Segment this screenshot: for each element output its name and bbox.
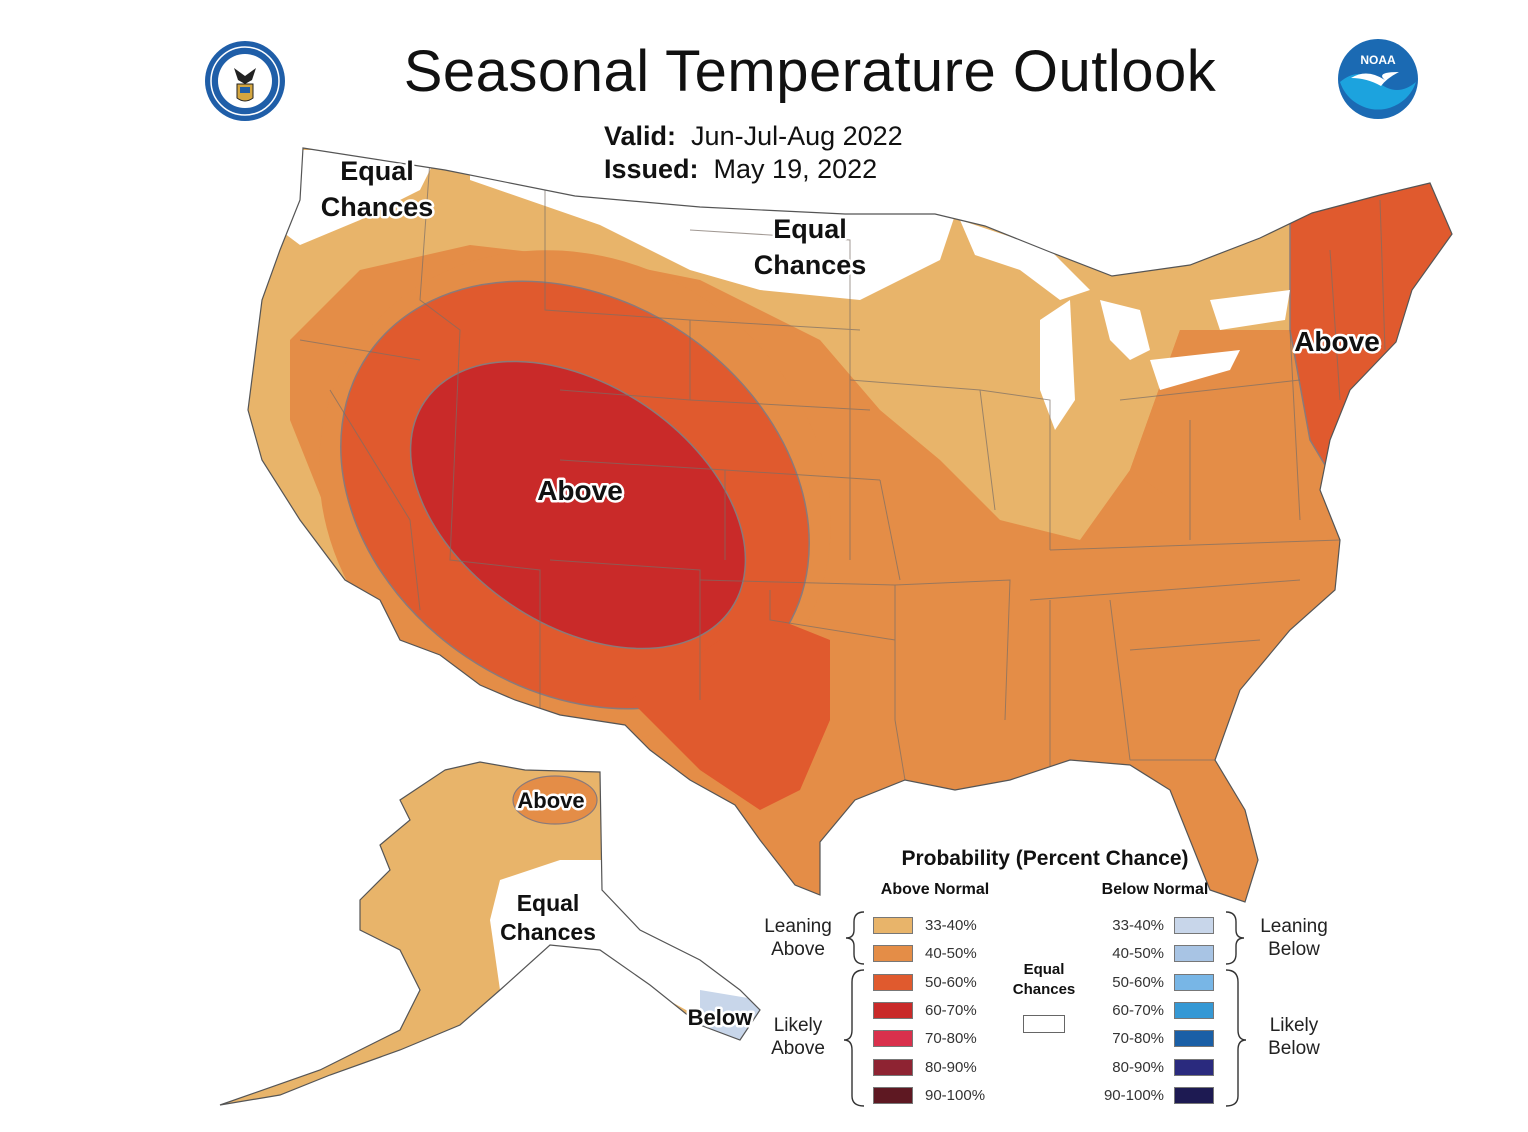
legend-title: Probability (Percent Chance) — [901, 847, 1189, 870]
label-north-equal-line1: Equal — [773, 214, 847, 244]
legend-below-swatch — [1174, 1030, 1214, 1048]
legend-above-row: 60-70% — [873, 1001, 1003, 1022]
valid-label: Valid: — [604, 121, 677, 151]
issued-label: Issued: — [604, 154, 699, 184]
legend-equal-swatch — [1023, 1015, 1065, 1033]
label-nw-equal-line1: Equal — [340, 156, 414, 186]
legend-below-range: 33-40% — [1112, 917, 1164, 934]
label-west-above: Above — [537, 475, 623, 506]
legend-below-swatch — [1174, 1058, 1214, 1076]
legend-likely-below-line2: Below — [1268, 1038, 1320, 1059]
valid-row: Valid: Jun-Jul-Aug 2022 — [604, 121, 903, 152]
legend-leaning-below: Leaning Below — [1244, 915, 1344, 961]
legend-above-header: Above Normal — [880, 881, 990, 898]
label-ak-equal-line2: Chances — [500, 919, 596, 945]
legend-above-swatch — [873, 1030, 913, 1048]
legend-below-row: 80-90% — [1090, 1058, 1220, 1079]
legend-below-range: 80-90% — [1112, 1058, 1164, 1076]
legend-above-range: 33-40% — [925, 917, 977, 934]
legend-above-swatch — [873, 1001, 913, 1019]
legend-below-swatch — [1174, 1001, 1214, 1019]
legend-likely-above-line2: Above — [771, 1038, 825, 1059]
valid-value: Jun-Jul-Aug 2022 — [691, 121, 903, 151]
legend-equal-line1: Equal — [1023, 961, 1065, 978]
legend-below-swatch — [1174, 917, 1214, 934]
legend-below-row: 60-70% — [1090, 1001, 1220, 1022]
legend-equal-chances: Equal Chances — [1000, 960, 1088, 1000]
label-ak-below: Below — [688, 1005, 754, 1030]
legend-likely-above-line1: Likely — [773, 1015, 823, 1036]
legend-above-swatch — [873, 1086, 913, 1104]
legend-below-range: 60-70% — [1112, 1001, 1164, 1019]
legend-leaning-above-line1: Leaning — [764, 916, 832, 937]
legend-below-row: 50-60% — [1090, 973, 1220, 994]
legend-above-swatch — [873, 973, 913, 991]
legend-below-range: 90-100% — [1103, 1086, 1164, 1104]
legend-above-row: 40-50% — [873, 945, 1003, 965]
legend-below-swatch — [1174, 945, 1214, 963]
legend-above-row: 90-100% — [873, 1086, 1003, 1107]
label-ne-above: Above — [1294, 326, 1380, 357]
legend-likely-below-line1: Likely — [1269, 1015, 1319, 1036]
legend-above-range: 40-50% — [925, 945, 977, 963]
legend-above-swatch — [873, 945, 913, 963]
legend-above-swatch — [873, 917, 913, 934]
legend-below-range: 70-80% — [1112, 1030, 1164, 1048]
legend-below-row: 70-80% — [1090, 1030, 1220, 1050]
label-ak-equal-line1: Equal — [517, 890, 580, 916]
legend-above-range: 50-60% — [925, 973, 977, 991]
legend-below-row: 33-40% — [1090, 917, 1220, 937]
legend-leaning-below-line1: Leaning — [1260, 916, 1328, 937]
legend-leaning-below-line2: Below — [1268, 939, 1320, 960]
legend-leaning-above-line2: Above — [771, 939, 825, 960]
legend-below-swatch — [1174, 973, 1214, 991]
legend-above-row: 33-40% — [873, 917, 1003, 937]
legend-below-row: 90-100% — [1090, 1086, 1220, 1107]
legend-above-range: 80-90% — [925, 1058, 977, 1076]
legend-below-range: 50-60% — [1112, 973, 1164, 991]
label-north-equal-line2: Chances — [754, 250, 867, 280]
legend-leaning-above: Leaning Above — [748, 915, 848, 961]
legend-above-row: 80-90% — [873, 1058, 1003, 1079]
issued-value: May 19, 2022 — [713, 154, 878, 184]
noaa-logo-icon: NOAA — [1338, 39, 1418, 119]
legend-below-row: 40-50% — [1090, 945, 1220, 965]
issued-row: Issued: May 19, 2022 — [604, 154, 877, 185]
legend-likely-below: Likely Below — [1244, 1014, 1344, 1060]
noaa-logo-text: NOAA — [1360, 53, 1396, 67]
legend-above-row: 50-60% — [873, 973, 1003, 994]
legend-equal-line2: Chances — [1012, 981, 1076, 998]
legend-likely-above: Likely Above — [748, 1014, 848, 1060]
legend-below-header: Below Normal — [1101, 881, 1209, 898]
legend-above-range: 70-80% — [925, 1030, 977, 1048]
legend-above-row: 70-80% — [873, 1030, 1003, 1050]
legend-below-range: 40-50% — [1112, 945, 1164, 963]
legend-above-range: 60-70% — [925, 1001, 977, 1019]
label-ak-above: Above — [517, 788, 584, 813]
legend-above-range: 90-100% — [925, 1086, 986, 1104]
page-title: Seasonal Temperature Outlook — [403, 39, 1217, 104]
legend-above-swatch — [873, 1058, 913, 1076]
doc-seal-icon — [205, 41, 285, 121]
legend-below-swatch — [1174, 1086, 1214, 1104]
label-nw-equal-line2: Chances — [321, 192, 434, 222]
